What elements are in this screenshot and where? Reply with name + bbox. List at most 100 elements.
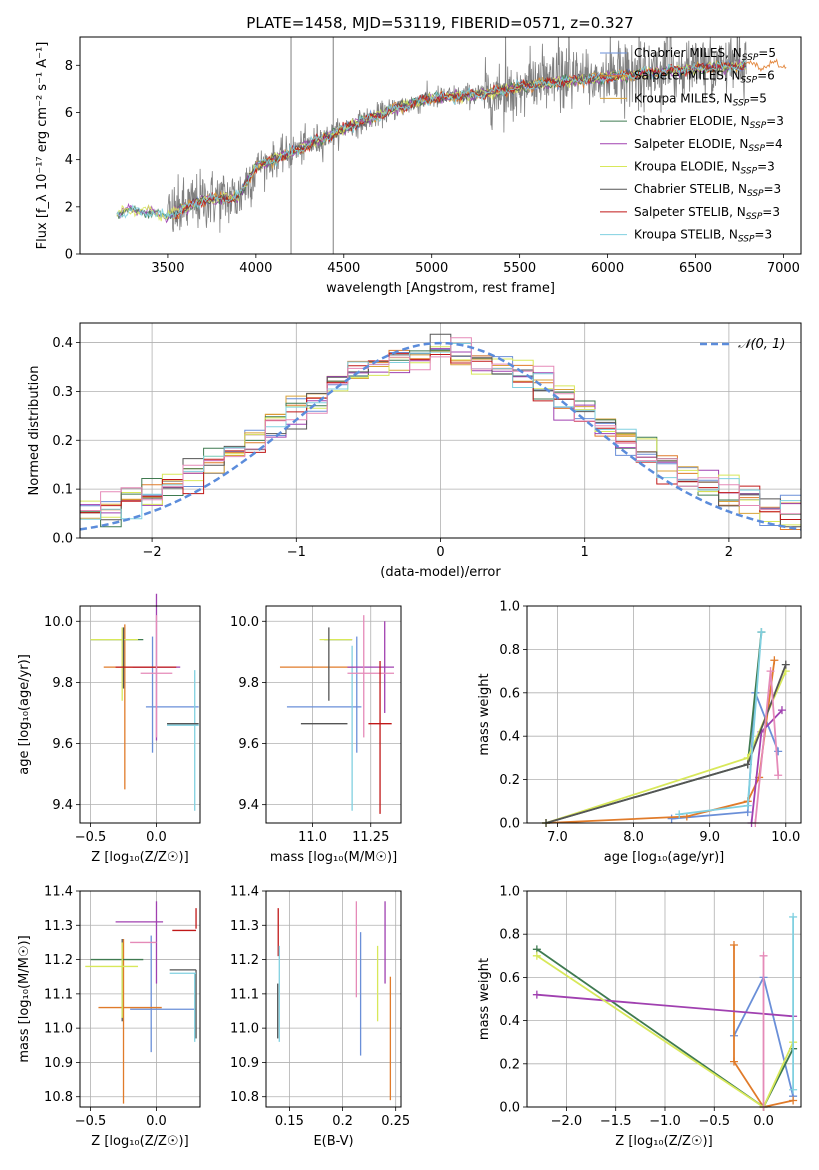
- x-tick-label: 1: [581, 545, 589, 560]
- x-tick-label: 10.0: [771, 830, 800, 845]
- weight-series-line: [545, 631, 763, 824]
- y-tick-label: 0.1: [52, 483, 73, 498]
- legend-label: Salpeter ELODIE, NSSP=4: [634, 137, 783, 154]
- y-tick-label: 4: [65, 153, 73, 168]
- weight-marker: [729, 1057, 738, 1066]
- y-tick-label: 10.0: [230, 615, 259, 630]
- y-tick-label: 9.6: [52, 737, 73, 752]
- x-tick-label: −2.0: [551, 1114, 583, 1129]
- spectrum-panel: 3500 4000 4500 5000 5500 6000 6500 7000 0 2 4 6 8 wav…: [35, 36, 802, 296]
- x-tick-label: 0.25: [381, 1114, 410, 1129]
- y-tick-label: 0.0: [499, 1101, 520, 1116]
- y-tick-label: 2: [65, 200, 73, 215]
- y-tick-label: 0.2: [499, 1057, 520, 1072]
- y-tick-label: 0.3: [52, 385, 73, 400]
- x-tick-label: 7.0: [547, 830, 568, 845]
- x-tick-label: 8.0: [623, 830, 644, 845]
- legend-label: Salpeter MILES, NSSP=6: [634, 69, 775, 86]
- legend-label: Chabrier MILES, NSSP=5: [634, 46, 776, 63]
- x-tick-label: 3500: [151, 261, 184, 276]
- axes-frame: [79, 605, 201, 824]
- y-tick-label: 0.4: [52, 336, 73, 351]
- axes-frame: [265, 890, 402, 1108]
- legend-label: Chabrier STELIB, NSSP=3: [634, 182, 781, 199]
- x-axis-label: (data-model)/error: [380, 565, 501, 580]
- plot-area: [80, 333, 801, 538]
- y-tick-label: 11.2: [44, 953, 73, 968]
- x-tick-label: 4000: [239, 261, 272, 276]
- x-tick-label: −0.5: [75, 830, 107, 845]
- legend-label: Kroupa STELIB, NSSP=3: [634, 228, 772, 245]
- axes-frame: [526, 605, 802, 824]
- x-tick-label: 11.25: [352, 830, 389, 845]
- y-tick-label: 9.8: [52, 676, 73, 691]
- y-tick-label: 0.0: [499, 817, 520, 832]
- histogram-series: [80, 337, 801, 538]
- y-tick-label: 11.1: [230, 987, 259, 1002]
- mass-vs-extinction-panel: 0.15 0.2 0.25 10.8 10.9 11.0 11.1 11.2 11.3 11.4 E…: [230, 885, 410, 1150]
- age-vs-mass-panel: 11.0 11.25 9.4 9.6 9.8 10.0 mass [log₁₀(M/M☉)]: [230, 605, 402, 865]
- legend-label: Kroupa MILES, NSSP=5: [634, 91, 767, 108]
- weight-marker: [770, 656, 779, 665]
- weight-marker: [667, 814, 676, 823]
- x-tick-label: −1: [287, 545, 306, 560]
- y-axis-label: age [log₁₀(age/yr)]: [17, 654, 32, 775]
- weight-series-line: [545, 660, 776, 824]
- x-tick-label: 6000: [591, 261, 624, 276]
- y-tick-label: 11.0: [44, 1022, 73, 1037]
- x-tick-label: 11.0: [298, 830, 327, 845]
- y-tick-label: 0.2: [499, 773, 520, 788]
- y-tick-label: 11.4: [44, 885, 73, 900]
- y-tick-label: 11.2: [230, 953, 259, 968]
- x-tick-label: −0.5: [75, 1114, 107, 1129]
- y-tick-label: 10.9: [44, 1056, 73, 1071]
- x-tick-label: −0.5: [698, 1114, 730, 1129]
- x-axis-label: wavelength [Angstrom, rest frame]: [326, 281, 555, 296]
- y-tick-label: 1.0: [499, 600, 520, 615]
- x-tick-label: 6500: [679, 261, 712, 276]
- y-axis-label: Flux [f_λ 10⁻¹⁷ erg cm⁻² s⁻¹ A⁻¹]: [35, 42, 50, 250]
- y-tick-label: 11.1: [44, 987, 73, 1002]
- mass-vs-metallicity-panel: −0.5 0.0 10.8 10.9 11.0 11.1 11.2 11.3 11.4 Z [lo…: [17, 885, 201, 1149]
- y-tick-label: 0: [65, 248, 73, 263]
- weight-marker: [789, 1085, 798, 1094]
- residual-histogram-panel: −2 −1 0 1 2 0.0 0.1 0.2 0.3 0.4 (data-model)/error…: [27, 322, 802, 580]
- axes-frame: [79, 322, 802, 539]
- y-axis-label: mass [log₁₀(M/M☉)]: [17, 935, 32, 1062]
- y-tick-label: 0.6: [499, 971, 520, 986]
- weight-marker: [675, 810, 684, 819]
- weight-series-line: [679, 631, 763, 816]
- x-axis-label: Z [log₁₀(Z/Z☉)]: [91, 850, 188, 865]
- x-tick-label: 5500: [503, 261, 536, 276]
- x-tick-label: 4500: [327, 261, 360, 276]
- x-axis-label: E(B-V): [313, 1134, 353, 1149]
- weight-marker: [777, 706, 786, 715]
- y-tick-label: 10.0: [44, 615, 73, 630]
- gaussian-reference-curve: [80, 341, 801, 531]
- age-vs-metallicity-panel: −0.5 0.0 9.4 9.6 9.8 10.0 Z [log₁₀(Z/Z☉)] age […: [17, 593, 201, 865]
- weight-series-line: [536, 993, 794, 1018]
- weight-marker: [532, 990, 541, 999]
- weight-marker: [781, 660, 790, 669]
- weight-marker: [757, 628, 766, 637]
- weight-marker: [789, 1096, 798, 1105]
- y-tick-label: 0.6: [499, 686, 520, 701]
- mass-weight-vs-age-panel: 7.0 8.0 9.0 10.0 0.0 0.2 0.4 0.6 0.8 1.0 age [log₁…: [477, 600, 802, 865]
- y-tick-label: 0.4: [499, 730, 520, 745]
- x-tick-label: 2: [725, 545, 733, 560]
- legend-label: 𝒩(0, 1): [738, 337, 785, 352]
- model-spectrum-line: [116, 60, 747, 220]
- weight-marker: [789, 912, 798, 921]
- weight-series-line: [733, 945, 794, 1109]
- y-axis-label: mass weight: [477, 958, 492, 1040]
- weight-marker: [729, 941, 738, 949]
- figure-title: PLATE=1458, MJD=53119, FIBERID=0571, z=0…: [246, 14, 633, 32]
- x-axis-label: Z [log₁₀(Z/Z☉)]: [615, 1134, 712, 1149]
- y-tick-label: 11.3: [44, 919, 73, 934]
- y-tick-label: 0.2: [52, 434, 73, 449]
- x-tick-label: 0.0: [753, 1114, 774, 1129]
- x-axis-label: Z [log₁₀(Z/Z☉)]: [91, 1134, 188, 1149]
- legend-label: Salpeter STELIB, NSSP=3: [634, 205, 780, 222]
- y-tick-label: 11.3: [230, 919, 259, 934]
